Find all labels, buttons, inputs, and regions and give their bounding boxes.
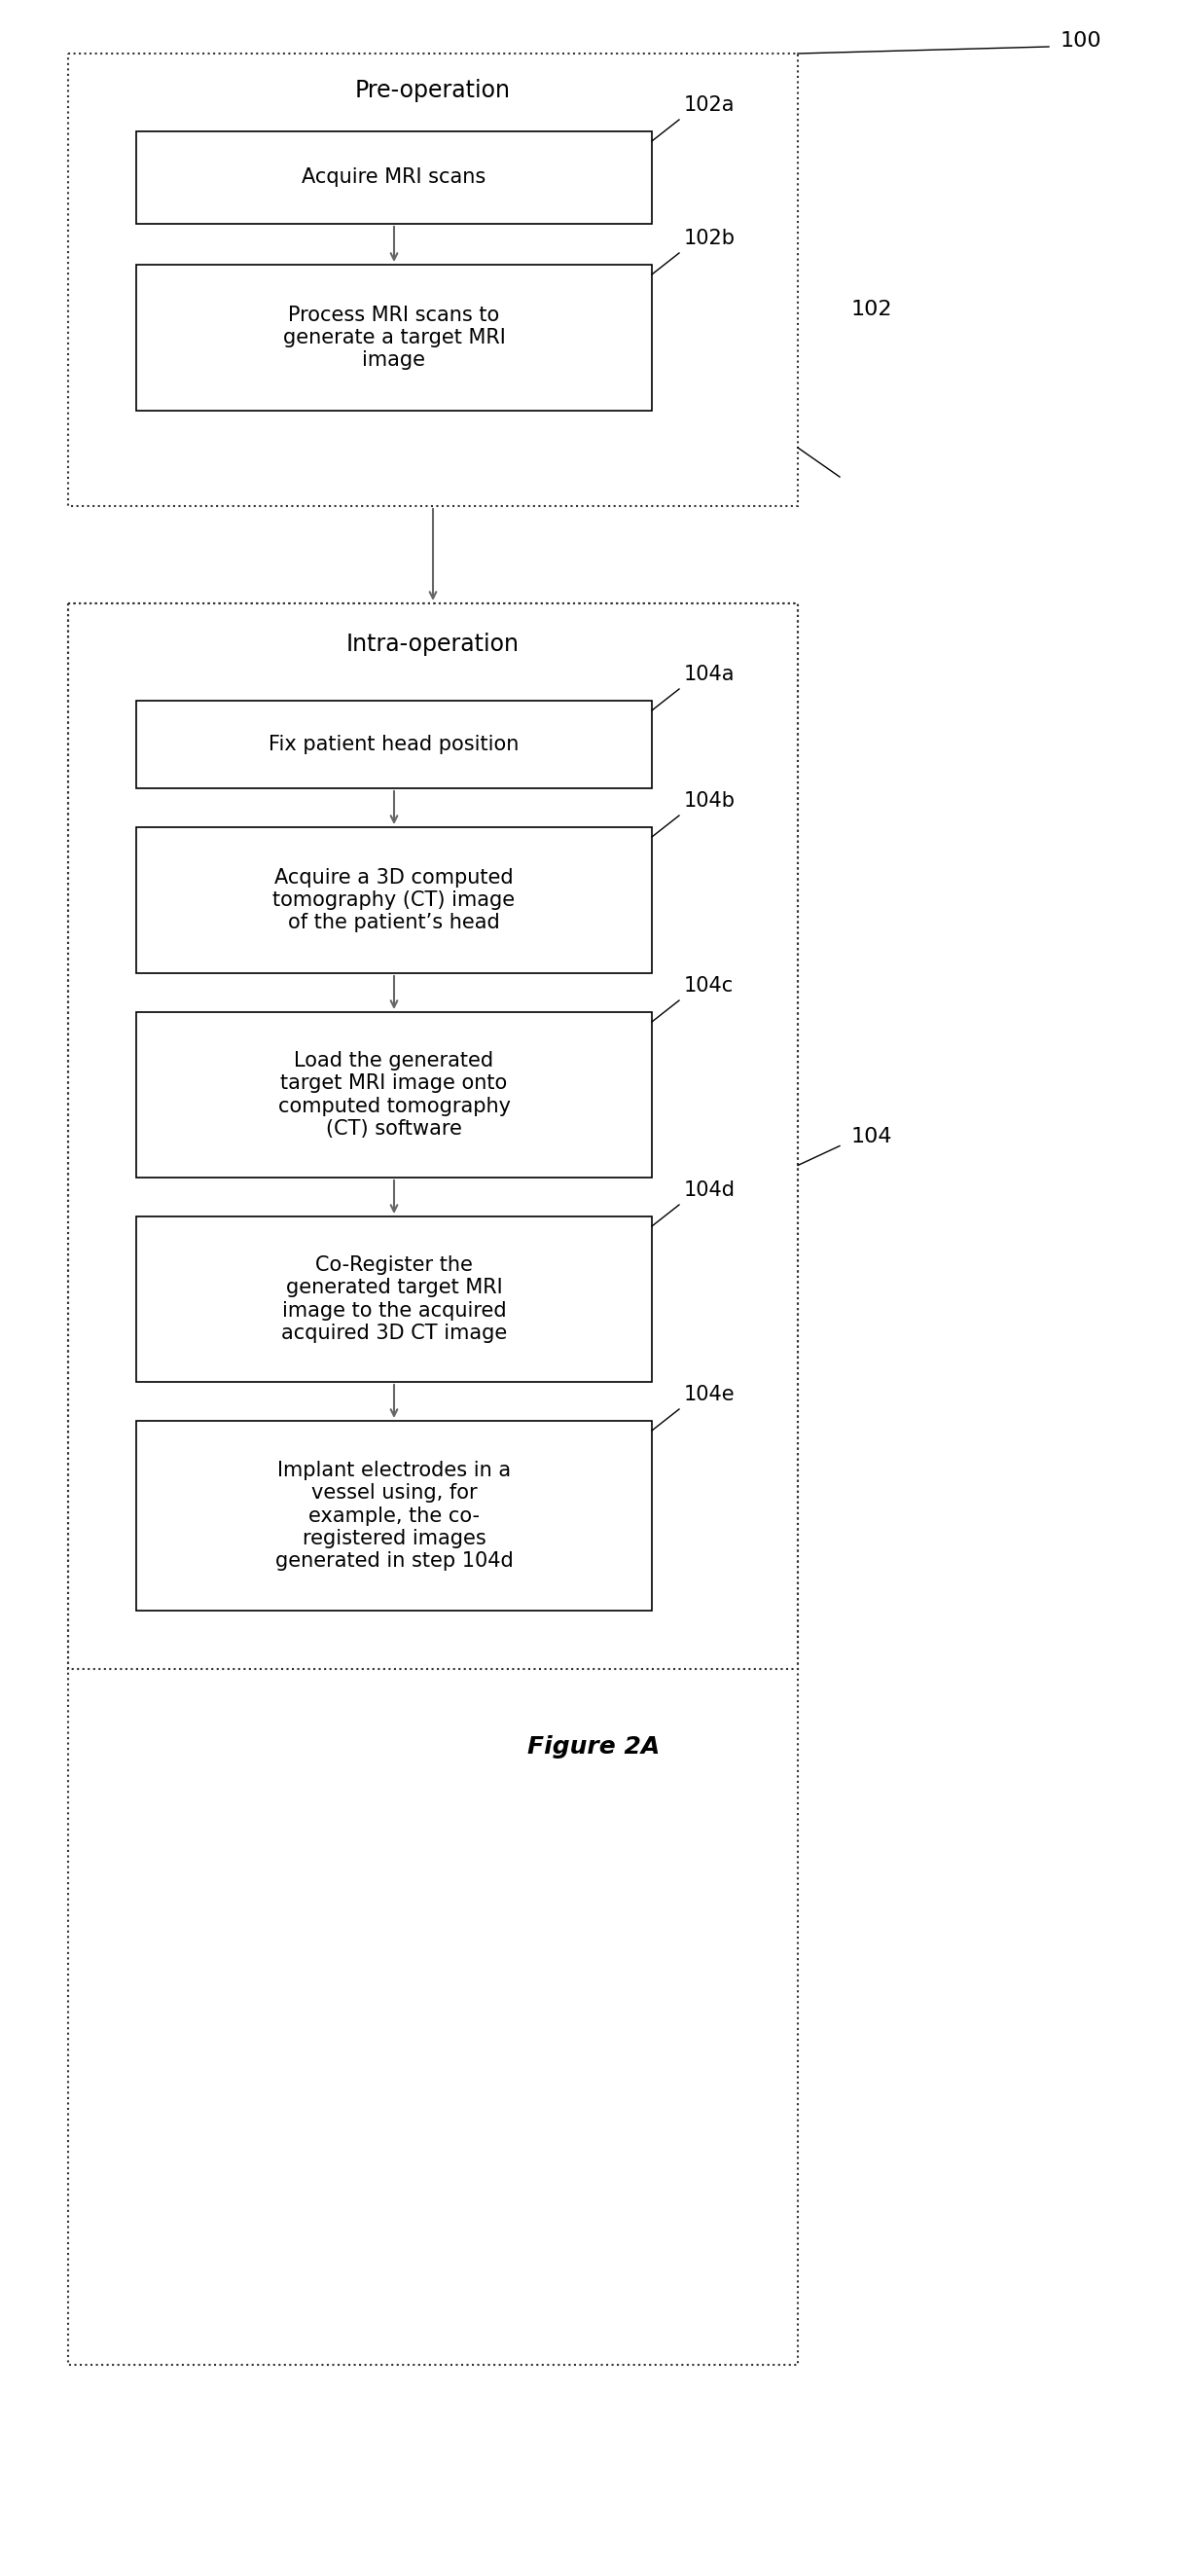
Bar (137, 1216, 652, 1381)
Bar (137, 1012, 652, 1177)
Text: 102: 102 (851, 299, 893, 319)
Text: 104a: 104a (684, 665, 735, 685)
Text: Intra-operation: Intra-operation (347, 634, 520, 657)
Text: Acquire MRI scans: Acquire MRI scans (301, 167, 487, 188)
Text: 102b: 102b (684, 229, 736, 247)
Text: Co-Register the
generated target MRI
image to the acquired
acquired 3D CT image: Co-Register the generated target MRI ima… (281, 1255, 507, 1342)
Bar (137, 265, 652, 410)
Text: Load the generated
target MRI image onto
computed tomography
(CT) software: Load the generated target MRI image onto… (278, 1051, 510, 1139)
Text: 102a: 102a (684, 95, 735, 116)
Text: Figure 2A: Figure 2A (527, 1736, 660, 1759)
Bar (68, 603, 798, 1669)
Bar (68, 603, 798, 2365)
Text: 104b: 104b (684, 791, 736, 811)
Bar (137, 131, 652, 224)
Bar (137, 827, 652, 974)
Text: 100: 100 (1060, 31, 1102, 52)
Text: Fix patient head position: Fix patient head position (268, 734, 519, 755)
Text: 104e: 104e (684, 1386, 735, 1404)
Text: 104c: 104c (684, 976, 734, 994)
Text: Implant electrodes in a
vessel using, for
example, the co-
registered images
gen: Implant electrodes in a vessel using, fo… (275, 1461, 513, 1571)
Bar (137, 701, 652, 788)
Text: Process MRI scans to
generate a target MRI
image: Process MRI scans to generate a target M… (283, 307, 506, 371)
Bar (137, 1422, 652, 1610)
Text: Acquire a 3D computed
tomography (CT) image
of the patient’s head: Acquire a 3D computed tomography (CT) im… (273, 868, 515, 933)
Text: 104d: 104d (684, 1180, 736, 1200)
Text: 104: 104 (851, 1126, 893, 1146)
Bar (68, 54, 798, 505)
Text: Pre-operation: Pre-operation (355, 80, 510, 103)
